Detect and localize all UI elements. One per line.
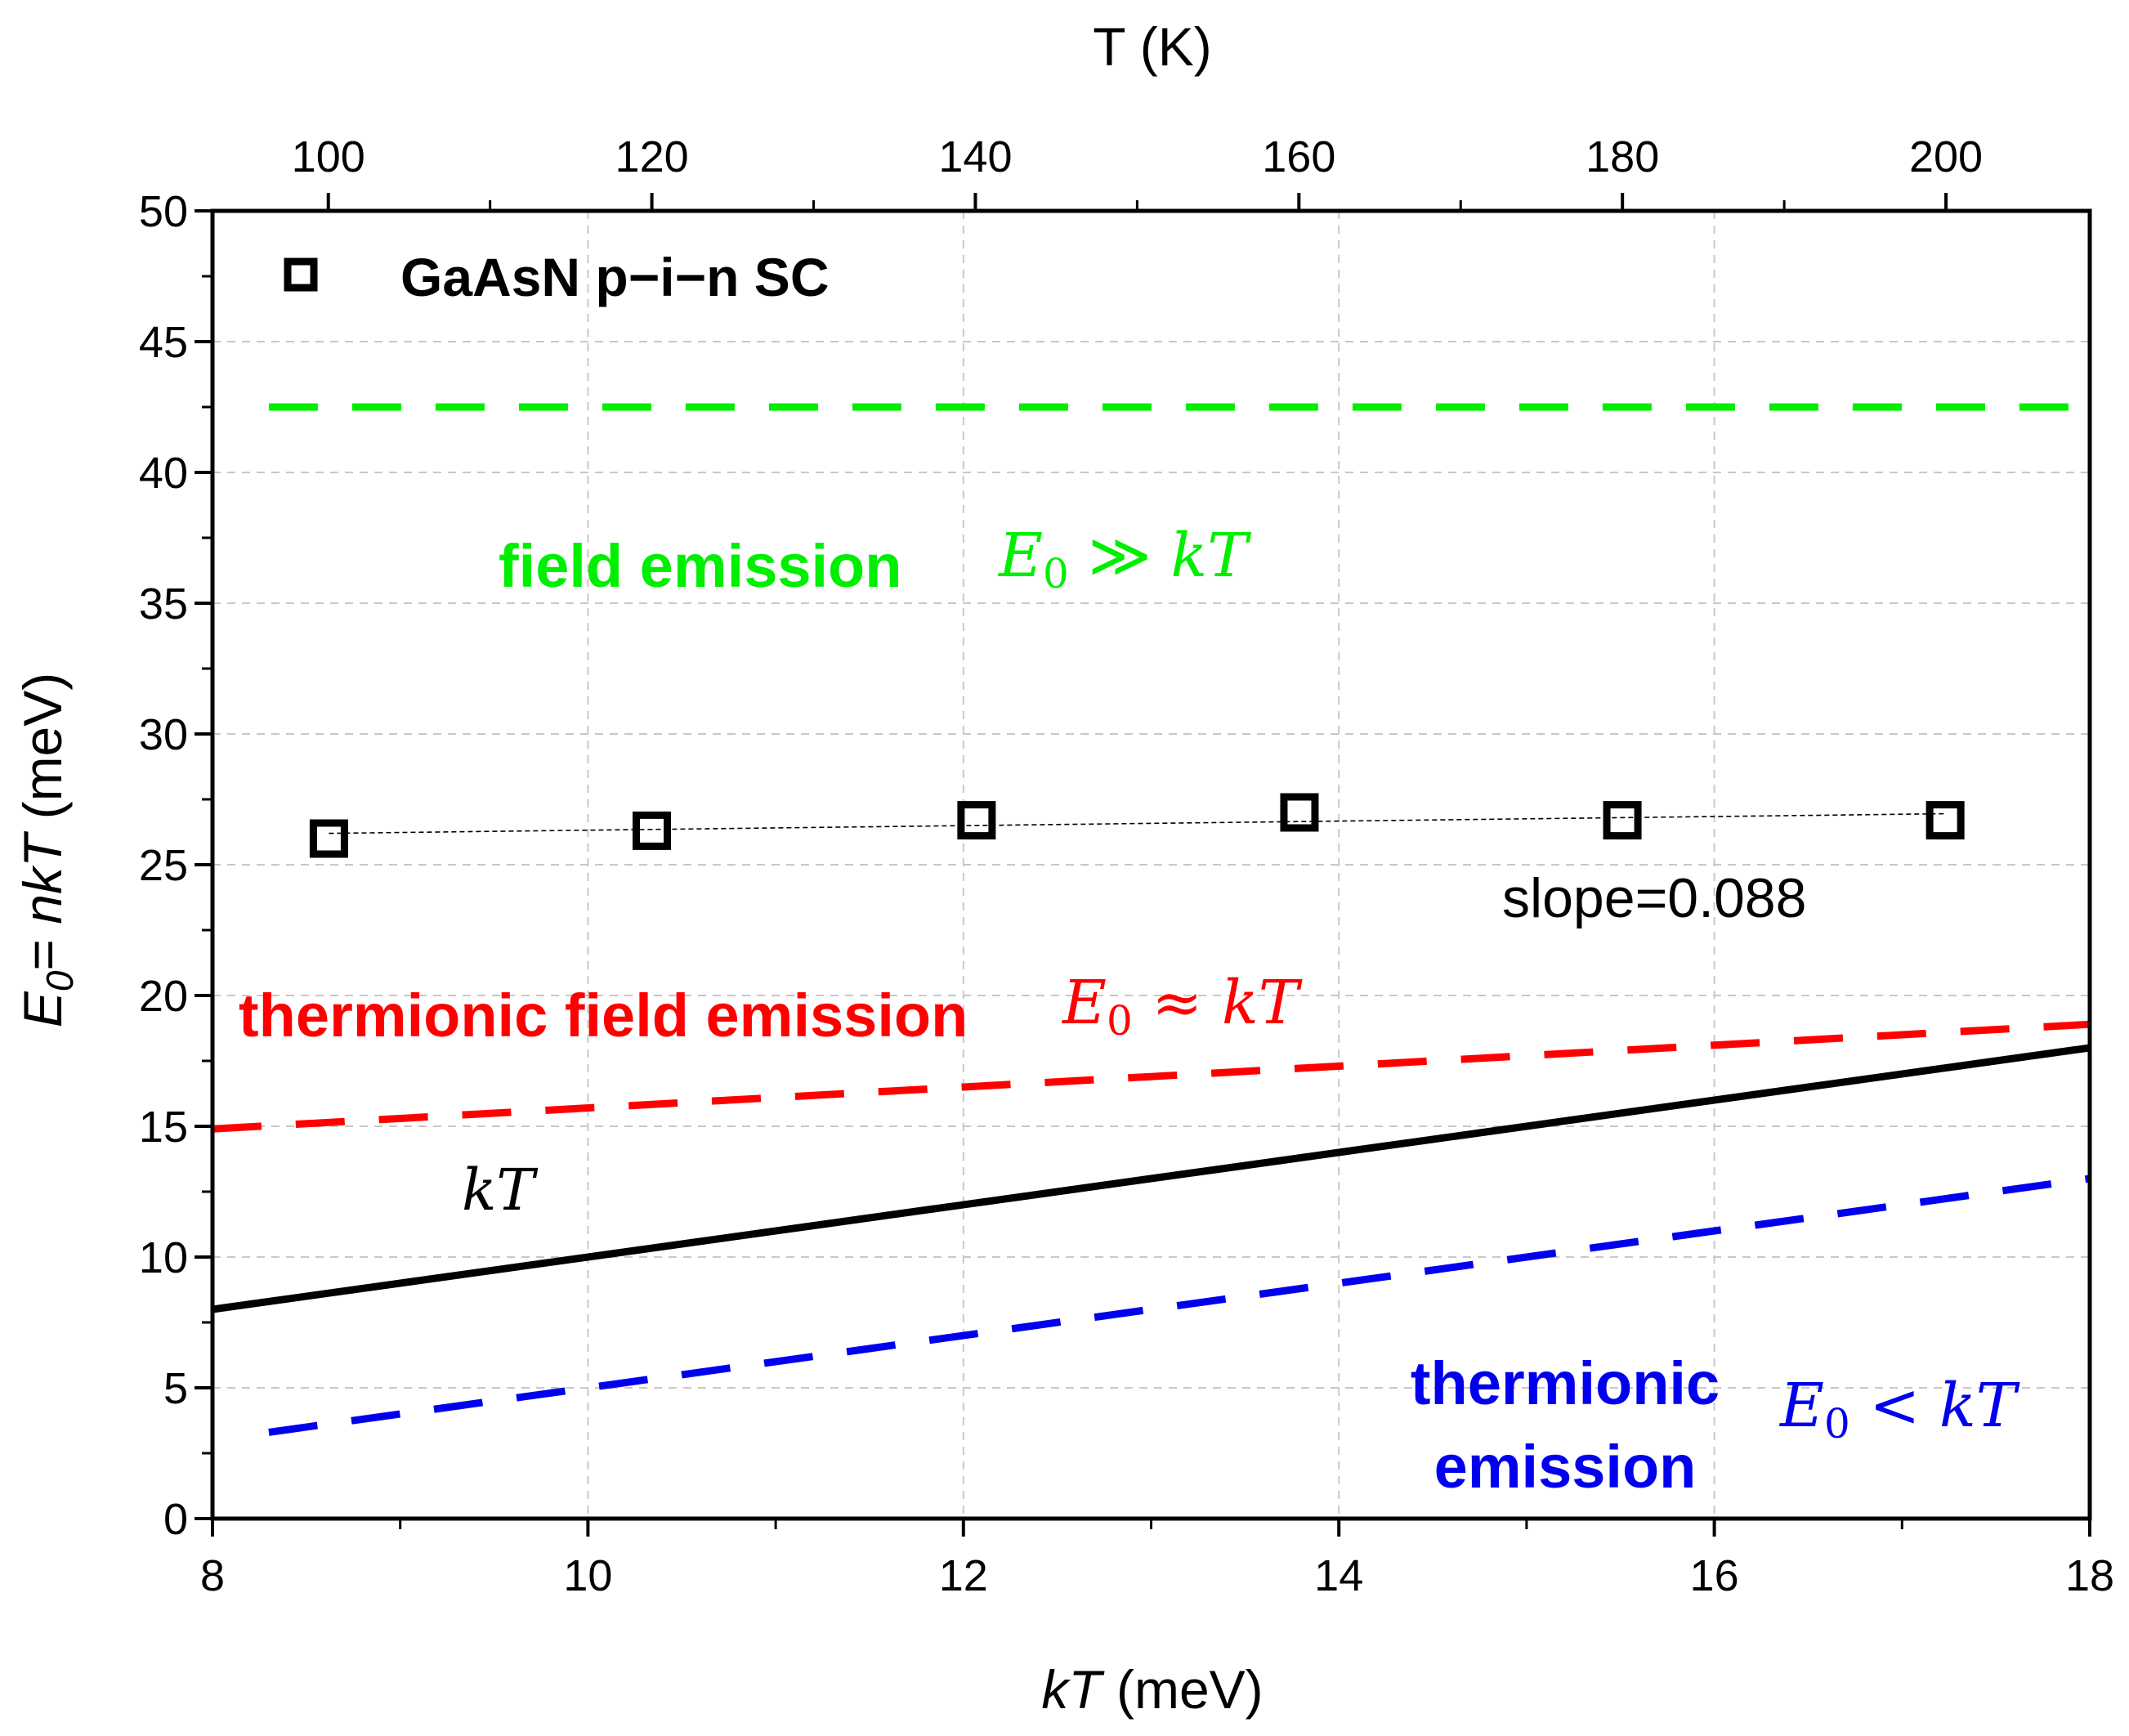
thermionic-emission-label-line2: emission (1434, 1433, 1697, 1501)
x2-tick-label: 100 (292, 132, 365, 181)
y-tick-label: 30 (139, 710, 188, 759)
y-tick-label: 25 (139, 841, 188, 890)
x2-tick-label: 120 (615, 132, 689, 181)
data-point (632, 811, 671, 850)
kT-line (212, 1044, 2091, 1313)
data-point (309, 819, 348, 858)
x2-tick-label: 140 (938, 132, 1012, 181)
thermionic-emission-label-line1: thermionic (1411, 1349, 1720, 1417)
y-tick-label: 0 (163, 1495, 188, 1544)
data-point (1925, 801, 1965, 840)
slope-annotation: slope=0.088 (1502, 867, 1806, 929)
y-tick-label: 40 (139, 449, 188, 498)
data-points (309, 793, 1965, 858)
data-point (1603, 801, 1642, 840)
thermionic-field-emission-equation: E0 ≈ kT (1061, 968, 1303, 1045)
field-emission-label: field emission (499, 532, 901, 600)
y-tick-label: 10 (139, 1233, 188, 1282)
x-tick-label: 12 (939, 1551, 988, 1600)
thermionic-field-emission-label: thermionic field emission (239, 982, 968, 1049)
x-tick-label: 18 (2065, 1551, 2114, 1600)
x-axis-title: kT (meV) (1041, 1659, 1263, 1720)
y-tick-label: 45 (139, 318, 188, 367)
y-tick-label: 20 (139, 972, 188, 1021)
field-emission-equation: E0 ≫ kT (997, 521, 1251, 597)
x2-tick-label: 160 (1262, 132, 1335, 181)
thermionic-emission-equation: E0 < kT (1778, 1371, 2020, 1447)
legend-marker (284, 257, 318, 292)
x2-tick-label: 200 (1909, 132, 1983, 181)
plot-frame (210, 208, 2092, 1521)
data-point (957, 801, 996, 840)
x-tick-label: 10 (563, 1551, 612, 1600)
fit-line (329, 812, 1946, 834)
x-tick-label: 16 (1690, 1551, 1739, 1600)
thermionic-emission-boundary-line (268, 1174, 2091, 1436)
reference-lines (212, 403, 2091, 1436)
x-tick-label: 14 (1314, 1551, 1363, 1600)
y-tick-label: 5 (163, 1364, 188, 1413)
thermionic-field-emission-boundary-line (212, 1020, 2091, 1133)
x2-axis-title: T (K) (1093, 16, 1211, 77)
kt-line-label: kT (462, 1157, 538, 1224)
grid (212, 211, 2090, 1519)
y-tick-label: 50 (139, 187, 188, 236)
y-tick-label: 35 (139, 579, 188, 629)
x-tick-label: 8 (200, 1551, 225, 1600)
legend: GaAsN p−i−n SC (284, 247, 830, 307)
y-axis-title: E0= nkT (meV) (12, 673, 81, 1028)
data-point (1280, 793, 1319, 832)
y-tick-label: 15 (139, 1103, 188, 1152)
legend-label: GaAsN p−i−n SC (400, 247, 830, 307)
x2-tick-label: 180 (1586, 132, 1659, 181)
